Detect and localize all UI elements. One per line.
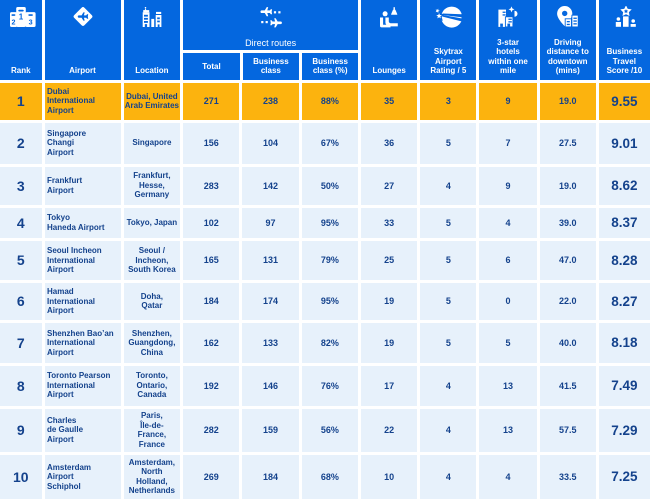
svg-text:3: 3	[28, 17, 32, 26]
svg-text:2: 2	[11, 17, 15, 26]
svg-text:1: 1	[19, 12, 24, 21]
